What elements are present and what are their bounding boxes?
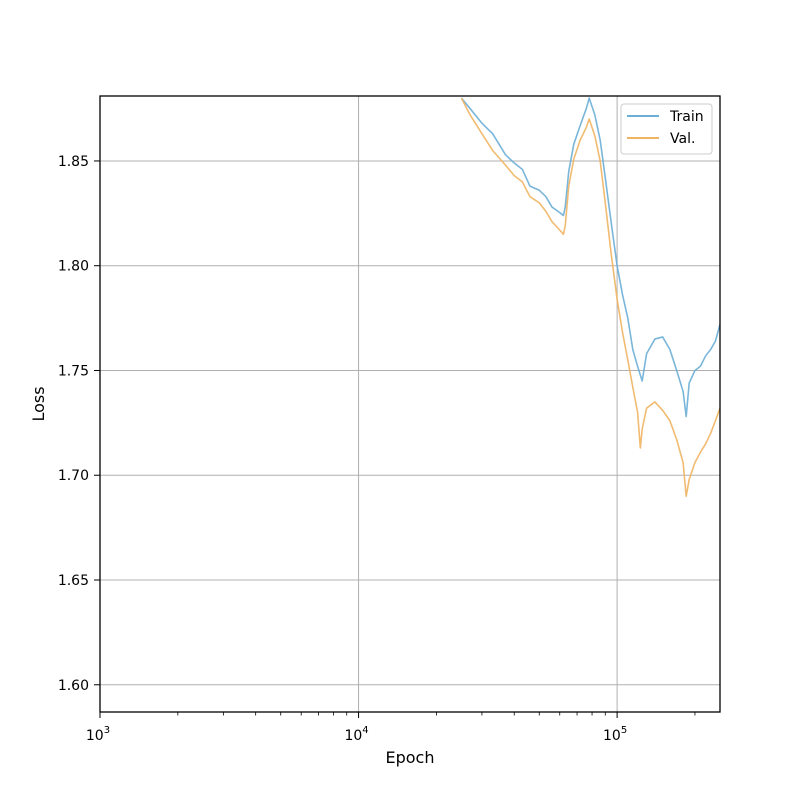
x-tick-label: 104	[344, 725, 368, 744]
plot-frame	[99, 95, 721, 713]
series-line-0	[460, 97, 721, 418]
series-lines	[460, 97, 721, 497]
x-tick-label: 105	[603, 725, 627, 744]
x-axis-label: Epoch	[386, 748, 435, 767]
ticks: 1.60 1.65 1.70 1.75 1.80 1.85 103 104 105	[58, 154, 696, 744]
grid	[99, 96, 720, 712]
y-tick-label: 1.70	[58, 468, 89, 484]
y-tick-label: 1.60	[58, 678, 89, 694]
y-tick-label: 1.65	[58, 573, 89, 589]
y-tick-label: 1.80	[58, 259, 89, 275]
legend: Train Val.	[620, 103, 713, 155]
legend-label-val: Val.	[670, 131, 695, 147]
series-line-1	[460, 97, 721, 497]
y-tick-label: 1.85	[58, 154, 89, 170]
legend-label-train: Train	[669, 109, 704, 125]
y-tick-label: 1.75	[58, 363, 89, 379]
x-tick-label: 103	[86, 725, 110, 744]
y-axis-label: Loss	[29, 386, 48, 421]
